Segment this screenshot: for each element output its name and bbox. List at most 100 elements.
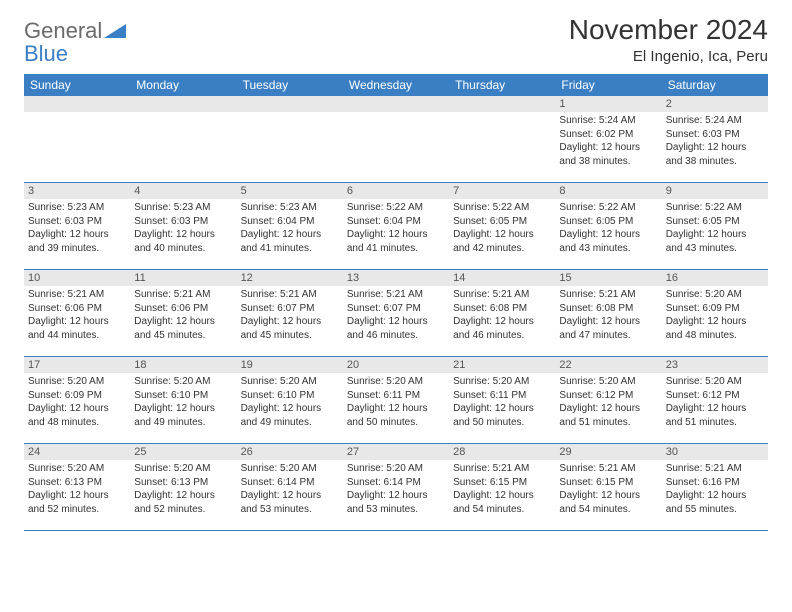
day-cell: 8Sunrise: 5:22 AMSunset: 6:05 PMDaylight… — [555, 183, 661, 269]
sunrise-text: Sunrise: 5:21 AM — [559, 288, 657, 302]
day-number: 20 — [343, 357, 449, 373]
weekday-header: Sunday — [24, 74, 130, 96]
daylight-text: Daylight: 12 hours and 52 minutes. — [28, 489, 126, 516]
day-cell: 15Sunrise: 5:21 AMSunset: 6:08 PMDayligh… — [555, 270, 661, 356]
day-number: 30 — [662, 444, 768, 460]
day-number: 7 — [449, 183, 555, 199]
location: El Ingenio, Ica, Peru — [569, 48, 768, 65]
day-number: 13 — [343, 270, 449, 286]
day-info: Sunrise: 5:23 AMSunset: 6:04 PMDaylight:… — [237, 199, 343, 259]
day-info: Sunrise: 5:21 AMSunset: 6:08 PMDaylight:… — [449, 286, 555, 346]
sunrise-text: Sunrise: 5:20 AM — [453, 375, 551, 389]
sunrise-text: Sunrise: 5:23 AM — [134, 201, 232, 215]
day-cell: 2Sunrise: 5:24 AMSunset: 6:03 PMDaylight… — [662, 96, 768, 182]
day-number: 29 — [555, 444, 661, 460]
daylight-text: Daylight: 12 hours and 48 minutes. — [666, 315, 764, 342]
sunset-text: Sunset: 6:02 PM — [559, 128, 657, 142]
day-number: 2 — [662, 96, 768, 112]
day-number: 27 — [343, 444, 449, 460]
day-info: Sunrise: 5:23 AMSunset: 6:03 PMDaylight:… — [130, 199, 236, 259]
day-cell: 20Sunrise: 5:20 AMSunset: 6:11 PMDayligh… — [343, 357, 449, 443]
calendar-page: General Blue November 2024 El Ingenio, I… — [0, 0, 792, 531]
logo-text-2: Blue — [24, 41, 68, 66]
day-info: Sunrise: 5:20 AMSunset: 6:10 PMDaylight:… — [237, 373, 343, 433]
sunrise-text: Sunrise: 5:23 AM — [241, 201, 339, 215]
calendar: Sunday Monday Tuesday Wednesday Thursday… — [24, 74, 768, 531]
daylight-text: Daylight: 12 hours and 45 minutes. — [241, 315, 339, 342]
day-number — [130, 96, 236, 112]
day-cell: 25Sunrise: 5:20 AMSunset: 6:13 PMDayligh… — [130, 444, 236, 530]
day-cell — [343, 96, 449, 182]
day-number: 9 — [662, 183, 768, 199]
sunrise-text: Sunrise: 5:20 AM — [347, 375, 445, 389]
day-cell: 3Sunrise: 5:23 AMSunset: 6:03 PMDaylight… — [24, 183, 130, 269]
day-number: 1 — [555, 96, 661, 112]
day-info: Sunrise: 5:21 AMSunset: 6:08 PMDaylight:… — [555, 286, 661, 346]
day-cell: 10Sunrise: 5:21 AMSunset: 6:06 PMDayligh… — [24, 270, 130, 356]
day-cell: 21Sunrise: 5:20 AMSunset: 6:11 PMDayligh… — [449, 357, 555, 443]
weekday-header: Tuesday — [237, 74, 343, 96]
day-info: Sunrise: 5:20 AMSunset: 6:09 PMDaylight:… — [662, 286, 768, 346]
sunrise-text: Sunrise: 5:20 AM — [28, 462, 126, 476]
daylight-text: Daylight: 12 hours and 55 minutes. — [666, 489, 764, 516]
sunrise-text: Sunrise: 5:20 AM — [347, 462, 445, 476]
sunset-text: Sunset: 6:05 PM — [559, 215, 657, 229]
day-info: Sunrise: 5:20 AMSunset: 6:14 PMDaylight:… — [237, 460, 343, 520]
day-info: Sunrise: 5:20 AMSunset: 6:11 PMDaylight:… — [343, 373, 449, 433]
sunset-text: Sunset: 6:07 PM — [241, 302, 339, 316]
day-cell: 17Sunrise: 5:20 AMSunset: 6:09 PMDayligh… — [24, 357, 130, 443]
sunset-text: Sunset: 6:06 PM — [134, 302, 232, 316]
sunset-text: Sunset: 6:15 PM — [559, 476, 657, 490]
weekday-header-row: Sunday Monday Tuesday Wednesday Thursday… — [24, 74, 768, 96]
sunset-text: Sunset: 6:11 PM — [453, 389, 551, 403]
day-number: 19 — [237, 357, 343, 373]
day-info: Sunrise: 5:20 AMSunset: 6:11 PMDaylight:… — [449, 373, 555, 433]
sunrise-text: Sunrise: 5:20 AM — [241, 375, 339, 389]
daylight-text: Daylight: 12 hours and 44 minutes. — [28, 315, 126, 342]
day-info: Sunrise: 5:24 AMSunset: 6:03 PMDaylight:… — [662, 112, 768, 172]
day-cell: 13Sunrise: 5:21 AMSunset: 6:07 PMDayligh… — [343, 270, 449, 356]
sunset-text: Sunset: 6:10 PM — [241, 389, 339, 403]
day-number: 25 — [130, 444, 236, 460]
daylight-text: Daylight: 12 hours and 47 minutes. — [559, 315, 657, 342]
day-info: Sunrise: 5:22 AMSunset: 6:05 PMDaylight:… — [662, 199, 768, 259]
sunset-text: Sunset: 6:12 PM — [666, 389, 764, 403]
sunrise-text: Sunrise: 5:21 AM — [347, 288, 445, 302]
sunrise-text: Sunrise: 5:23 AM — [28, 201, 126, 215]
day-number: 8 — [555, 183, 661, 199]
sunset-text: Sunset: 6:05 PM — [453, 215, 551, 229]
sunset-text: Sunset: 6:03 PM — [134, 215, 232, 229]
day-number: 21 — [449, 357, 555, 373]
day-number — [343, 96, 449, 112]
week-row: 1Sunrise: 5:24 AMSunset: 6:02 PMDaylight… — [24, 96, 768, 183]
day-cell: 6Sunrise: 5:22 AMSunset: 6:04 PMDaylight… — [343, 183, 449, 269]
daylight-text: Daylight: 12 hours and 54 minutes. — [559, 489, 657, 516]
sunset-text: Sunset: 6:05 PM — [666, 215, 764, 229]
daylight-text: Daylight: 12 hours and 50 minutes. — [453, 402, 551, 429]
day-number: 23 — [662, 357, 768, 373]
day-cell — [24, 96, 130, 182]
daylight-text: Daylight: 12 hours and 50 minutes. — [347, 402, 445, 429]
day-cell — [237, 96, 343, 182]
day-cell: 12Sunrise: 5:21 AMSunset: 6:07 PMDayligh… — [237, 270, 343, 356]
day-cell: 24Sunrise: 5:20 AMSunset: 6:13 PMDayligh… — [24, 444, 130, 530]
day-cell: 7Sunrise: 5:22 AMSunset: 6:05 PMDaylight… — [449, 183, 555, 269]
day-cell: 9Sunrise: 5:22 AMSunset: 6:05 PMDaylight… — [662, 183, 768, 269]
sunset-text: Sunset: 6:09 PM — [28, 389, 126, 403]
day-info: Sunrise: 5:21 AMSunset: 6:15 PMDaylight:… — [449, 460, 555, 520]
day-number — [449, 96, 555, 112]
sunset-text: Sunset: 6:15 PM — [453, 476, 551, 490]
day-info: Sunrise: 5:20 AMSunset: 6:10 PMDaylight:… — [130, 373, 236, 433]
sunset-text: Sunset: 6:03 PM — [28, 215, 126, 229]
daylight-text: Daylight: 12 hours and 54 minutes. — [453, 489, 551, 516]
sunset-text: Sunset: 6:14 PM — [241, 476, 339, 490]
sunrise-text: Sunrise: 5:21 AM — [241, 288, 339, 302]
weekday-header: Monday — [130, 74, 236, 96]
sunset-text: Sunset: 6:08 PM — [453, 302, 551, 316]
sunrise-text: Sunrise: 5:21 AM — [666, 462, 764, 476]
day-number: 10 — [24, 270, 130, 286]
day-cell: 5Sunrise: 5:23 AMSunset: 6:04 PMDaylight… — [237, 183, 343, 269]
sunset-text: Sunset: 6:04 PM — [241, 215, 339, 229]
sunrise-text: Sunrise: 5:22 AM — [559, 201, 657, 215]
sunset-text: Sunset: 6:08 PM — [559, 302, 657, 316]
